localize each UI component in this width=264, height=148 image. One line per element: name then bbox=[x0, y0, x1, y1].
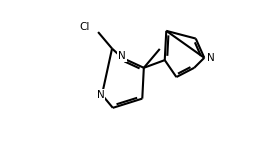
Text: N: N bbox=[118, 51, 126, 61]
Text: Cl: Cl bbox=[80, 22, 90, 32]
Text: N: N bbox=[97, 90, 104, 100]
Text: N: N bbox=[207, 53, 214, 63]
